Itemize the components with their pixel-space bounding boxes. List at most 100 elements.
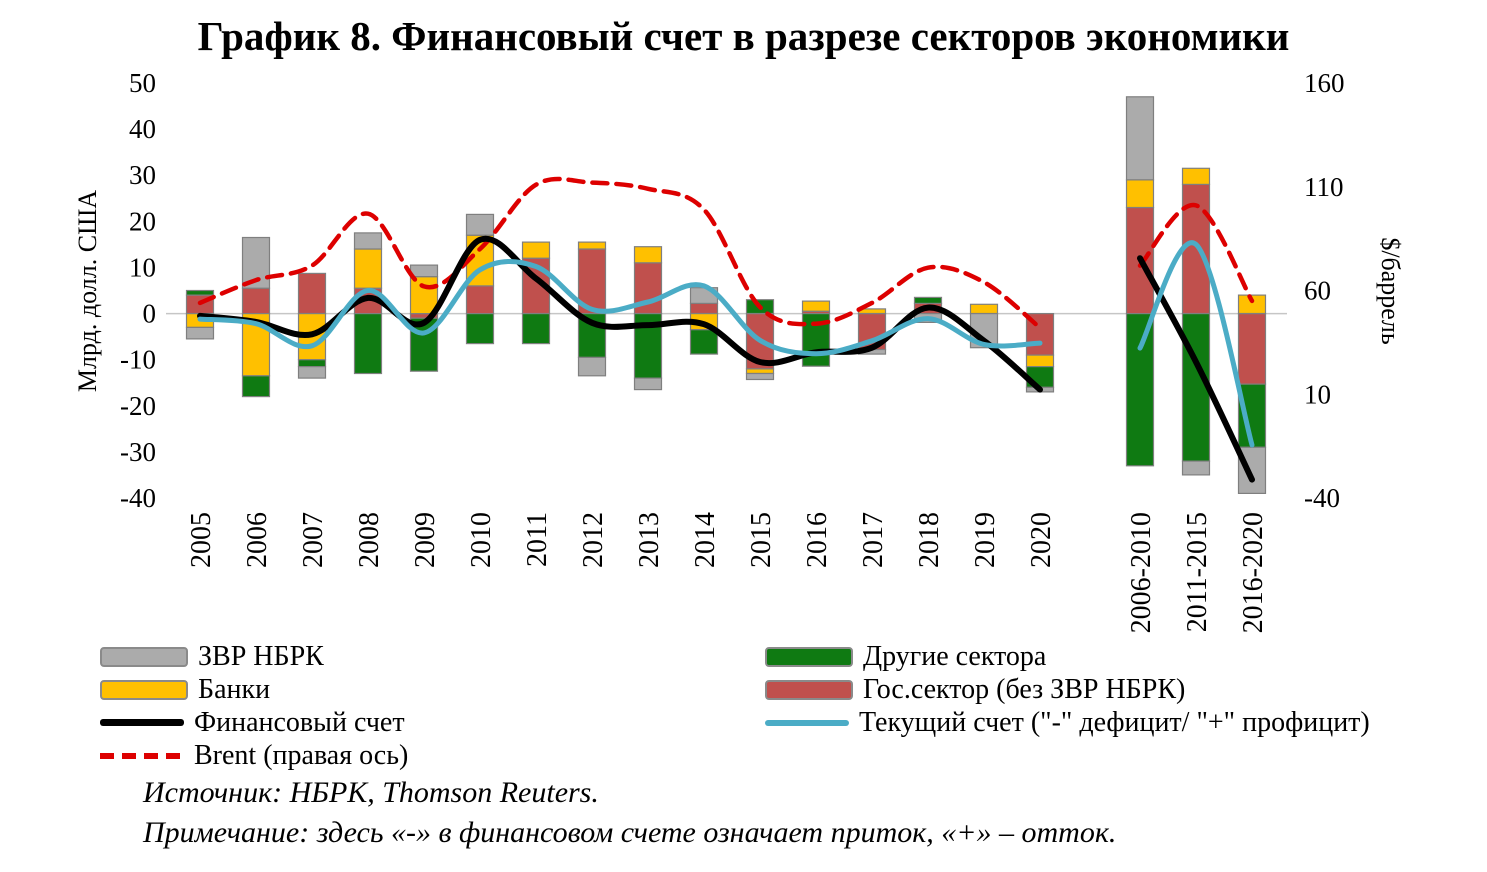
right-axis-tick-label: 160: [1304, 68, 1345, 98]
x-axis-label: 2017: [858, 512, 889, 568]
left-axis-tick-label: -10: [120, 345, 156, 375]
x-axis-label: 2005: [186, 512, 217, 568]
left-axis-tick-label: -40: [120, 483, 156, 513]
right-axis-tick-label: -40: [1304, 483, 1340, 513]
bar-segment-banks-2011: [521, 241, 551, 259]
x-axis-label: 2009: [410, 512, 441, 568]
bar-segment-banks-2016: [801, 300, 831, 312]
left-axis-tick-label: -30: [120, 437, 156, 467]
bar-segment-other-2014: [689, 329, 719, 355]
left-axis-tick-label: 50: [129, 68, 156, 98]
x-axis-label: 2016-2020: [1238, 512, 1269, 633]
gov-sector-swatch-icon: [765, 679, 853, 700]
legend-label: ЗВР НБРК: [198, 640, 324, 672]
x-axis-label: 2015: [746, 512, 777, 568]
bar-segment-nbrk-2006-2010: [1125, 96, 1155, 181]
bars-group: [185, 96, 1267, 494]
legend-left-column: ЗВР НБРК Банки Финансовый счет Brent (пр…: [100, 640, 408, 772]
right-axis-title: $/баррель: [1376, 237, 1405, 345]
x-axis-label: 2011-2015: [1182, 512, 1213, 632]
x-axis-label: 2006-2010: [1126, 512, 1157, 633]
bar-segment-other-2006-2010: [1125, 313, 1155, 467]
bar-segment-nbrk-2013: [633, 377, 663, 391]
red-dashed-line-icon: [100, 752, 184, 759]
x-axis-label: 2006: [242, 512, 273, 568]
bar-segment-other-2007: [297, 359, 327, 368]
bar-segment-nbrk-2008: [353, 232, 383, 250]
x-axis-label: 2019: [970, 512, 1001, 568]
bar-segment-banks-2019: [969, 303, 999, 315]
x-axis-label: 2020: [1026, 512, 1057, 568]
bar-segment-gov-2007: [297, 272, 327, 315]
line-ca-aggregate: [1137, 240, 1255, 448]
chart-plot: 50 40 30 20 10 0 -10 -20 -30 -40 160 110 60 10 -40 Млрд…: [73, 68, 1405, 633]
bar-segment-nbrk-2005: [185, 326, 215, 340]
bar-segment-banks-2020: [1025, 354, 1055, 368]
bar-segment-gov-2006: [241, 287, 271, 315]
left-axis-tick-label: 10: [129, 252, 156, 282]
bar-segment-banks-2006-2010: [1125, 179, 1155, 209]
legend-right-column: Другие сектора Гос.сектор (без ЗВР НБРК)…: [765, 640, 1370, 739]
note-line: Примечание: здесь «-» в финансовом счете…: [143, 816, 1117, 849]
bar-segment-banks-2013: [633, 246, 663, 264]
legend-label: Финансовый счет: [194, 706, 405, 738]
bar-segment-nbrk-2015: [745, 372, 775, 381]
other-sectors-swatch-icon: [765, 646, 853, 667]
left-axis-title: Млрд. долл. США: [73, 190, 102, 392]
right-axis-tick-label: 110: [1304, 172, 1344, 202]
bar-segment-nbrk-2009: [409, 264, 439, 278]
line-brent-aggregate: [1137, 203, 1255, 304]
legend-item-financial-account: Финансовый счет: [100, 706, 408, 739]
x-axis-label: 2011: [522, 512, 553, 567]
x-axis-label: 2008: [354, 512, 385, 568]
left-axis-tick-label: 30: [129, 160, 156, 190]
left-axis-tick-label: 20: [129, 206, 156, 236]
legend-label: Текущий счет ("-" дефицит/ "+" профицит): [859, 706, 1370, 738]
legend-item-nbrk: ЗВР НБРК: [100, 640, 408, 673]
x-axis-label: 2018: [914, 512, 945, 568]
legend-label: Brent (правая ось): [194, 739, 409, 771]
legend-item-other-sectors: Другие сектора: [765, 640, 1370, 673]
bar-segment-other-2006: [241, 375, 271, 398]
bar-segment-banks-2008: [353, 248, 383, 289]
bar-segment-banks-2016-2020: [1237, 294, 1267, 315]
bar-segment-gov-2014: [689, 302, 719, 315]
left-axis-tick-label: -20: [120, 391, 156, 421]
x-axis-label: 2014: [690, 512, 721, 568]
x-axis-label: 2012: [578, 512, 609, 568]
bar-segment-other-2011-2015: [1181, 313, 1211, 462]
bar-segment-nbrk-2010: [465, 213, 495, 236]
bar-segment-nbrk-2011-2015: [1181, 460, 1211, 476]
right-axis-tick-label: 10: [1304, 379, 1331, 409]
x-axis-label: 2013: [634, 512, 665, 568]
chart-title: График 8. Финансовый счет в разрезе сект…: [197, 13, 1290, 59]
legend-item-gov-sector: Гос.сектор (без ЗВР НБРК): [765, 673, 1370, 706]
bar-segment-gov-2010: [465, 285, 495, 315]
bar-segment-gov-2016-2020: [1237, 313, 1267, 385]
bar-segment-other-2018: [913, 296, 943, 304]
bar-segment-banks-2011-2015: [1181, 167, 1211, 186]
black-line-icon: [100, 719, 184, 726]
left-axis-tick-label: 40: [129, 114, 156, 144]
right-axis-tick-label: 60: [1304, 276, 1331, 306]
bar-segment-other-2005: [185, 289, 215, 296]
nbrk-swatch-icon: [100, 646, 188, 667]
blue-line-icon: [765, 719, 849, 726]
legend-label: Гос.сектор (без ЗВР НБРК): [863, 673, 1186, 705]
bar-segment-nbrk-2007: [297, 366, 327, 379]
x-axis-label: 2007: [298, 512, 329, 568]
bar-segment-other-2008: [353, 313, 383, 375]
left-axis-tick-label: 0: [143, 299, 157, 329]
bar-segment-banks-2015: [745, 368, 775, 375]
bar-segment-nbrk-2012: [577, 356, 607, 377]
bar-segment-banks-2012: [577, 241, 607, 250]
bar-segment-other-2011: [521, 313, 551, 345]
line-brent: [197, 176, 1043, 331]
line-fin-aggregate: [1137, 255, 1255, 483]
legend-item-current-account: Текущий счет ("-" дефицит/ "+" профицит): [765, 706, 1370, 739]
legend-item-banks: Банки: [100, 673, 408, 706]
source-line: Источник: НБРК, Thomson Reuters.: [143, 776, 599, 809]
legend-label: Другие сектора: [863, 640, 1047, 672]
legend-label: Банки: [198, 673, 271, 705]
